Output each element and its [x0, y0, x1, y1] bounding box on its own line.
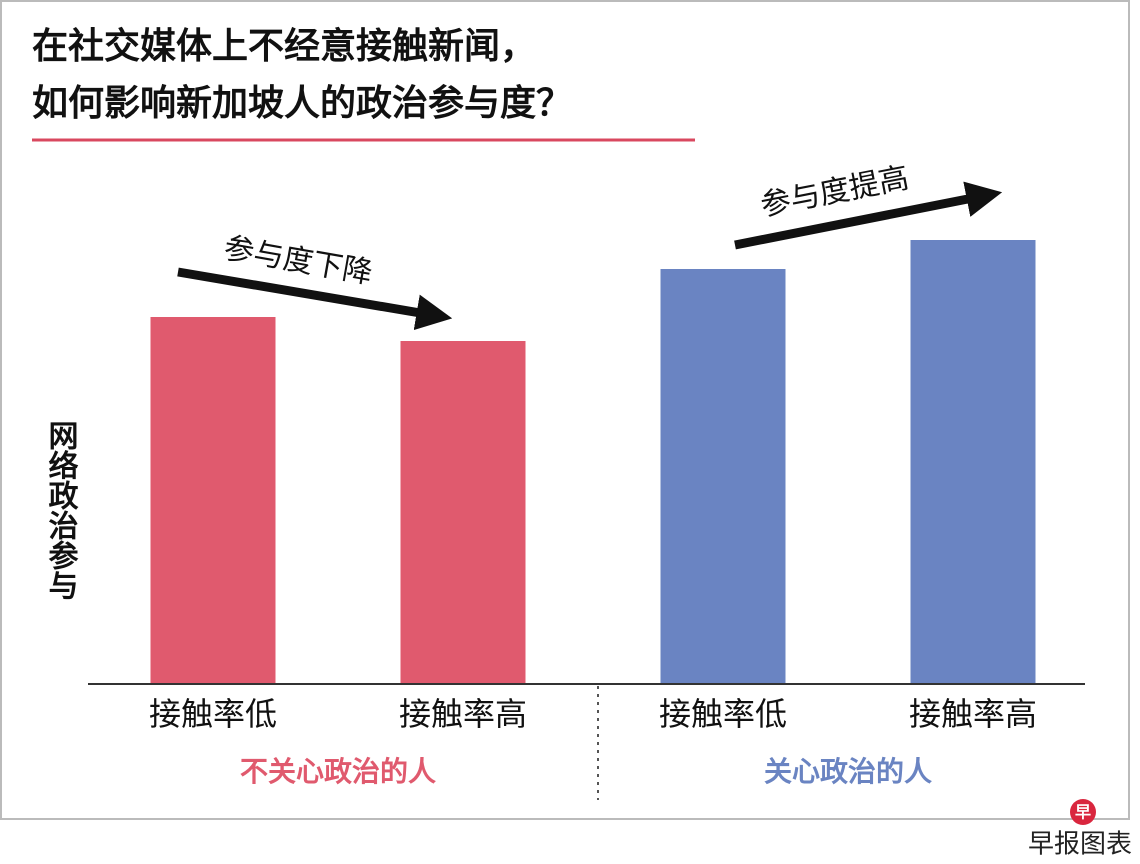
bar [910, 240, 1036, 683]
arrow-up [734, 181, 1003, 250]
group-label: 关心政治的人 [764, 755, 932, 788]
x-tick-label: 接触率高 [909, 695, 1037, 733]
y-axis-label: 网络政治参与 [43, 420, 79, 600]
chart-title: 如何影响新加坡人的政治参与度？ [32, 83, 572, 124]
chart-title: 在社交媒体上不经意接触新闻， [32, 25, 536, 67]
bar [400, 341, 526, 683]
x-tick-label: 接触率低 [659, 695, 787, 733]
x-tick-label: 接触率高 [399, 695, 527, 733]
logo-icon [1070, 799, 1096, 825]
logo-icon-text: 早 [1075, 803, 1091, 822]
arrow-down [177, 267, 453, 331]
bar [660, 269, 786, 683]
x-tick-label: 接触率低 [149, 695, 277, 733]
source: 早报图表 [1028, 830, 1132, 860]
bar [150, 317, 276, 683]
group-label: 不关心政治的人 [240, 755, 436, 788]
